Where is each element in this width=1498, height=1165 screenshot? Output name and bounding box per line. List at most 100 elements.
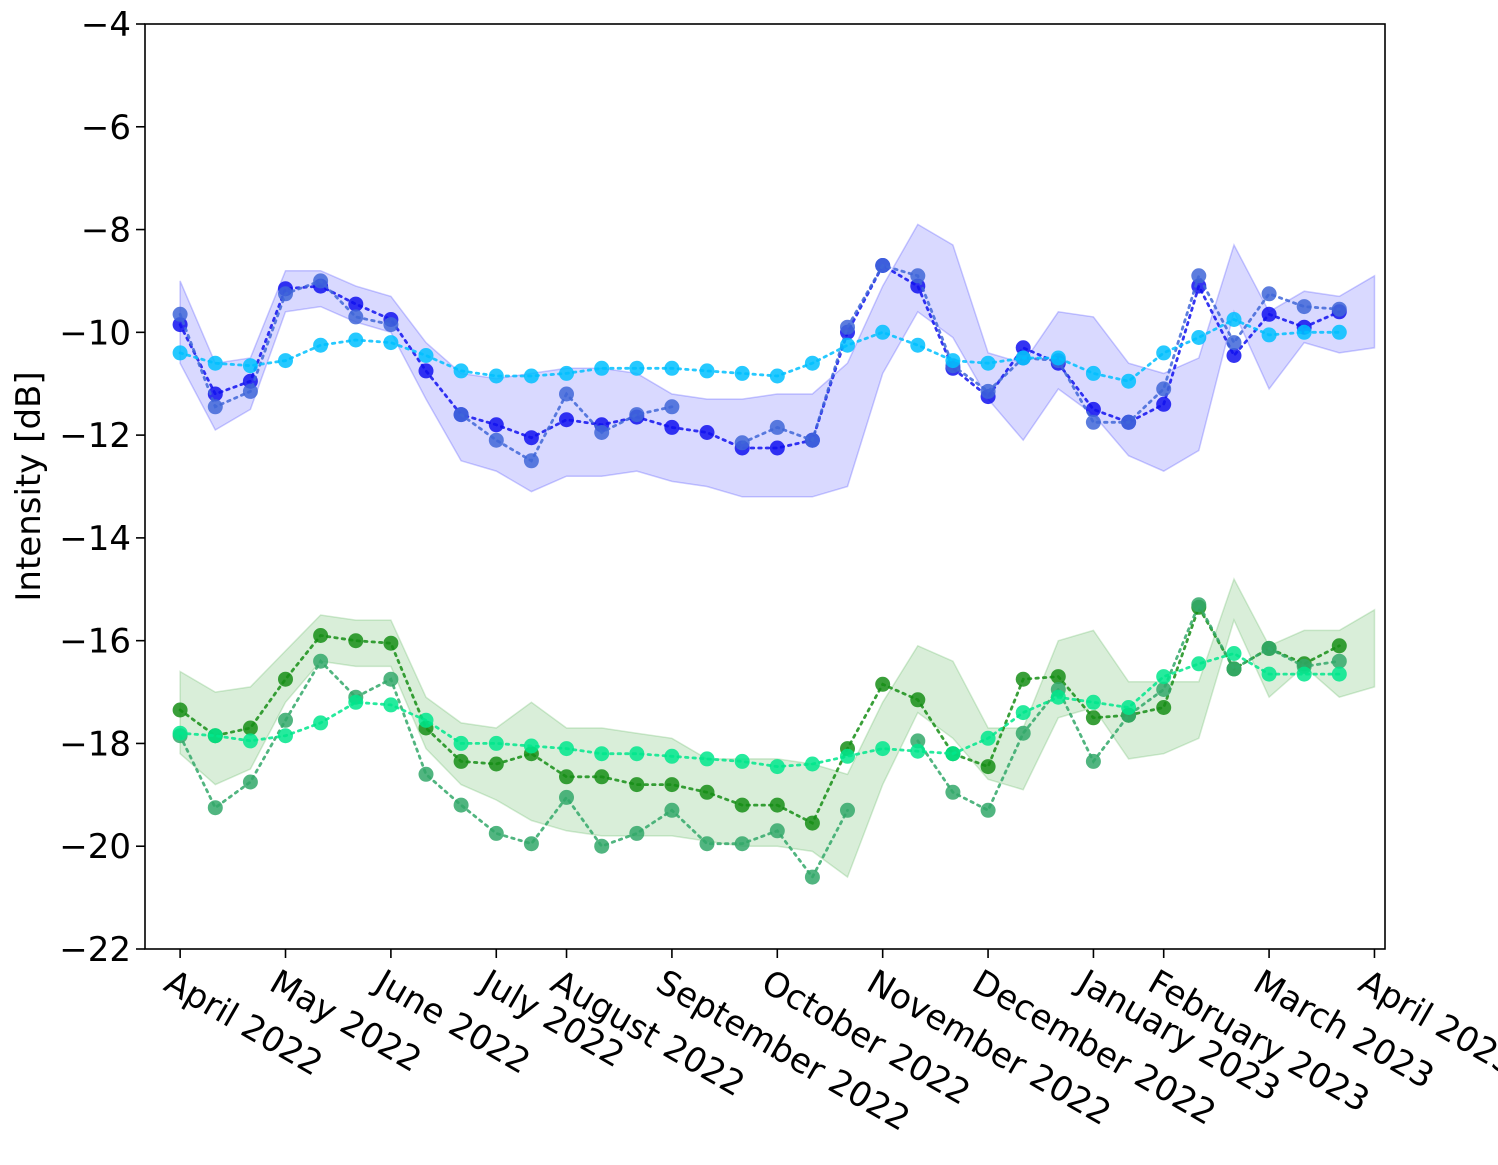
data-point	[172, 306, 188, 322]
data-point	[313, 273, 329, 289]
data-point	[383, 335, 399, 351]
data-point	[1226, 312, 1242, 327]
data-point	[594, 838, 610, 854]
data-point	[172, 702, 188, 718]
data-point	[945, 746, 961, 762]
data-point	[1015, 725, 1031, 741]
data-point	[453, 407, 469, 423]
data-point	[664, 777, 680, 793]
plot-area-frame	[144, 23, 1386, 950]
data-point	[1331, 324, 1347, 340]
data-point	[1331, 653, 1347, 669]
data-point	[1331, 638, 1347, 654]
data-point	[910, 268, 926, 284]
data-point	[313, 653, 329, 669]
data-point	[840, 337, 855, 353]
series-line-deepskyblue	[178, 317, 1341, 383]
data-point	[664, 802, 680, 818]
data-point	[980, 383, 996, 399]
data-point	[1261, 306, 1277, 322]
y-tick-label: −22	[59, 930, 131, 970]
data-point	[699, 836, 715, 852]
data-point	[910, 733, 926, 749]
data-point	[207, 399, 223, 415]
data-point	[1261, 640, 1277, 656]
data-point	[664, 360, 680, 376]
data-point	[242, 383, 258, 399]
data-point	[1121, 414, 1137, 430]
data-point	[664, 399, 680, 415]
data-point	[1050, 669, 1066, 685]
data-point	[559, 741, 574, 757]
data-point	[453, 735, 469, 751]
data-point	[699, 425, 715, 440]
data-point	[242, 733, 258, 749]
data-point	[769, 823, 785, 839]
series-deepskyblue	[172, 312, 1347, 389]
data-point	[313, 337, 329, 353]
data-point	[804, 815, 820, 831]
data-point	[594, 425, 610, 440]
series-mediumseagreen	[172, 597, 1347, 885]
data-point	[1226, 646, 1242, 661]
data-point	[910, 692, 926, 708]
data-point	[348, 309, 364, 325]
data-point	[769, 759, 785, 775]
data-point	[1191, 268, 1207, 284]
data-point	[242, 358, 258, 374]
data-point	[172, 345, 188, 361]
data-point	[1191, 597, 1207, 613]
series-group	[172, 258, 1347, 885]
series-line-green-main	[178, 603, 1341, 826]
data-point	[488, 735, 504, 751]
data-point	[804, 869, 820, 885]
green-confidence-band	[179, 577, 1376, 879]
data-point	[523, 453, 539, 469]
data-point	[1261, 327, 1277, 343]
data-point	[383, 317, 399, 333]
data-point	[453, 797, 469, 813]
data-point	[875, 324, 891, 340]
y-tick-label: −8	[81, 211, 131, 251]
data-point	[734, 435, 750, 451]
data-point	[804, 355, 820, 371]
data-point	[348, 694, 364, 710]
data-point	[1191, 330, 1207, 345]
data-point	[875, 676, 891, 692]
data-point	[278, 712, 293, 728]
data-point	[1121, 700, 1137, 715]
data-point	[840, 802, 855, 818]
data-point	[207, 728, 223, 744]
data-point	[1085, 694, 1101, 710]
data-point	[980, 355, 996, 371]
data-point	[629, 777, 645, 793]
data-point	[207, 355, 223, 371]
data-point	[945, 784, 961, 800]
data-point	[488, 756, 504, 772]
data-point	[734, 365, 750, 381]
data-point	[559, 789, 574, 805]
data-point	[594, 360, 610, 376]
data-point	[313, 715, 329, 731]
data-point	[1156, 669, 1172, 685]
data-point	[488, 432, 504, 448]
data-point	[734, 836, 750, 852]
series-line-blue-main	[178, 263, 1341, 450]
data-point	[383, 697, 399, 713]
data-point	[664, 748, 680, 764]
data-point	[1050, 350, 1066, 366]
y-tick-label: −18	[59, 724, 131, 764]
data-point	[1156, 345, 1172, 361]
data-point	[664, 419, 680, 435]
data-point	[1296, 324, 1312, 340]
data-point	[629, 360, 645, 376]
y-axis-title: Intensity [dB]	[9, 371, 49, 601]
data-point	[242, 720, 258, 736]
data-point	[1226, 335, 1242, 351]
series-springgreen	[172, 646, 1347, 775]
data-point	[1296, 666, 1312, 682]
data-point	[945, 353, 961, 369]
data-point	[1085, 414, 1101, 430]
y-tick-label: −4	[81, 5, 131, 45]
